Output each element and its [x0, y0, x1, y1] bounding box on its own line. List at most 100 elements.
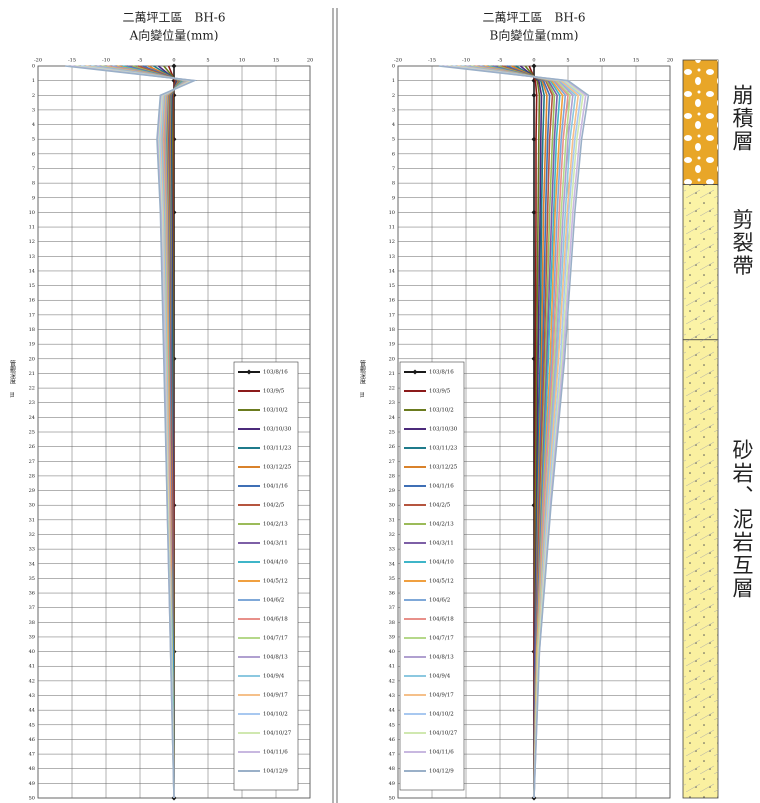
- x-tick-label: -15: [68, 58, 76, 64]
- y-tick-label: 22: [389, 386, 395, 392]
- legend-marker: [412, 369, 418, 375]
- y-tick-label: 49: [29, 781, 35, 787]
- legend-label: 104/1/16: [429, 484, 454, 490]
- x-tick-label: -10: [462, 58, 470, 64]
- y-tick-label: 47: [29, 752, 35, 758]
- y-tick-label: 14: [389, 268, 395, 274]
- y-tick-label: 22: [29, 386, 35, 392]
- legend-label: 104/9/4: [263, 674, 285, 680]
- y-tick-label: 43: [29, 693, 35, 699]
- y-tick-label: 42: [29, 678, 35, 684]
- y-tick-label: 7: [32, 166, 35, 172]
- legend-label: 104/8/13: [429, 655, 454, 661]
- y-tick-label: 41: [29, 664, 35, 670]
- y-tick-label: 30: [29, 503, 35, 509]
- legend-label: 104/4/10: [429, 560, 454, 566]
- legend-box: [233, 361, 299, 791]
- legend-label: 104/4/10: [263, 560, 288, 566]
- geology-pattern: [683, 184, 718, 340]
- y-tick-label: 33: [29, 547, 35, 553]
- legend-label: 104/10/2: [263, 712, 288, 718]
- y-tick-label: 32: [389, 532, 395, 538]
- y-tick-label: 20: [389, 356, 395, 362]
- y-tick-label: 25: [389, 430, 395, 436]
- series-marker: [531, 63, 537, 69]
- legend-label: 104/8/13: [263, 655, 288, 661]
- series-line: [438, 65, 590, 799]
- y-tick-label: 44: [389, 708, 395, 714]
- y-tick-label: 30: [389, 503, 395, 509]
- y-tick-label: 46: [389, 737, 395, 743]
- x-tick-label: 15: [633, 58, 639, 64]
- x-tick-label: 0: [172, 58, 175, 64]
- series-line: [65, 65, 198, 799]
- x-tick-label: 10: [239, 58, 245, 64]
- y-tick-label: 27: [389, 459, 395, 465]
- geology-label: 崩積層: [730, 84, 754, 153]
- y-tick-label: 10: [29, 210, 35, 216]
- legend-label: 104/6/18: [429, 617, 454, 623]
- y-tick-label: 28: [29, 473, 35, 479]
- legend-label: 104/10/27: [263, 731, 292, 737]
- x-tick-label: -5: [498, 58, 503, 64]
- legend-label: 104/3/11: [429, 541, 454, 547]
- y-tick-label: 37: [29, 605, 35, 611]
- y-tick-label: 31: [29, 517, 35, 523]
- y-tick-label: 12: [389, 239, 395, 245]
- legend-box: [399, 361, 465, 791]
- chart-title: 二萬坪工區 BH-6: [123, 11, 226, 25]
- y-tick-label: 5: [392, 137, 395, 143]
- y-tick-label: 21: [29, 371, 35, 377]
- y-tick-label: 17: [389, 312, 395, 318]
- legend-label: 103/9/5: [429, 389, 451, 395]
- y-tick-label: 33: [389, 547, 395, 553]
- legend-label: 103/10/30: [263, 427, 292, 433]
- x-tick-label: 20: [667, 58, 673, 64]
- x-tick-label: 10: [599, 58, 605, 64]
- y-tick-label: 0: [32, 64, 35, 70]
- legend-label: 103/10/2: [263, 408, 288, 414]
- y-tick-label: 8: [32, 181, 35, 187]
- y-tick-label: 15: [389, 283, 395, 289]
- y-tick-label: 9: [32, 195, 35, 201]
- geology-pattern: [683, 339, 718, 798]
- y-axis-label: 管觀深度: [9, 359, 16, 385]
- legend-label: 104/2/5: [263, 503, 285, 509]
- y-tick-label: 17: [29, 312, 35, 318]
- y-tick-label: 12: [29, 239, 35, 245]
- y-tick-label: 50: [29, 796, 35, 802]
- x-tick-label: 5: [566, 58, 569, 64]
- legend-label: 104/3/11: [263, 541, 288, 547]
- legend-label: 104/12/9: [429, 769, 454, 775]
- geology-label: 剪裂帶: [730, 209, 754, 278]
- y-tick-label: 16: [389, 298, 395, 304]
- y-tick-label: 21: [389, 371, 395, 377]
- legend-label: 104/5/12: [263, 579, 288, 585]
- y-tick-label: 18: [389, 327, 395, 333]
- legend-label: 104/11/6: [263, 750, 288, 756]
- y-tick-label: 31: [389, 517, 395, 523]
- y-tick-label: 19: [29, 342, 35, 348]
- legend-label: 104/9/17: [429, 693, 454, 699]
- y-tick-label: 20: [29, 356, 35, 362]
- geology-label: 砂岩、泥岩互層: [730, 439, 754, 600]
- legend-label: 104/6/18: [263, 617, 288, 623]
- y-axis-unit: m: [9, 392, 16, 398]
- y-tick-label: 3: [392, 107, 395, 113]
- y-tick-label: 15: [29, 283, 35, 289]
- y-tick-label: 23: [29, 400, 35, 406]
- x-tick-label: -20: [34, 58, 42, 64]
- y-tick-label: 39: [389, 634, 395, 640]
- y-tick-label: 45: [29, 722, 35, 728]
- y-tick-label: 35: [389, 576, 395, 582]
- y-tick-label: 11: [29, 225, 35, 231]
- legend-label: 103/10/2: [429, 408, 454, 414]
- y-tick-label: 4: [392, 122, 395, 128]
- y-tick-label: 0: [392, 64, 395, 70]
- y-tick-label: 1: [392, 78, 395, 84]
- x-tick-label: -20: [394, 58, 402, 64]
- y-tick-label: 2: [32, 93, 35, 99]
- y-tick-label: 49: [389, 781, 395, 787]
- y-tick-label: 36: [29, 591, 35, 597]
- legend-label: 104/7/17: [263, 636, 288, 642]
